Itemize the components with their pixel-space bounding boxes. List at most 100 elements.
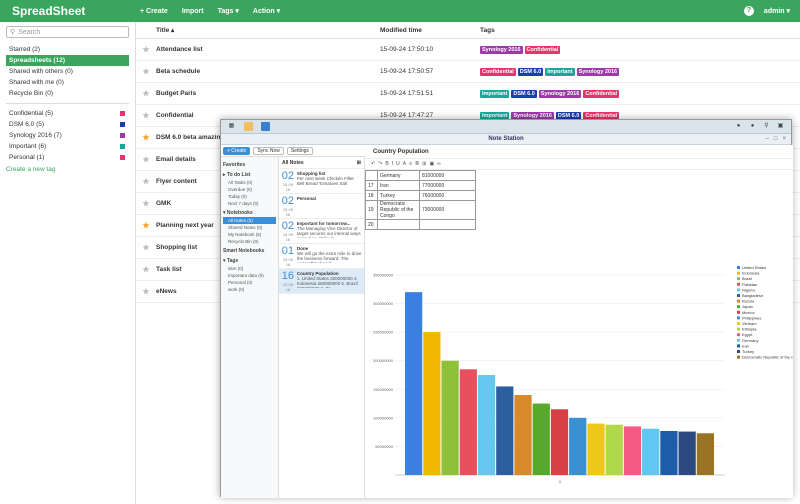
settings-button[interactable]: Settings	[286, 146, 313, 155]
star-icon[interactable]: ★	[142, 199, 150, 208]
legend-entry: Ethiopia	[742, 327, 757, 332]
todo-heading[interactable]: ▸ To do List	[223, 172, 251, 178]
notebook-nav-item[interactable]: dsm (0)	[228, 266, 244, 271]
sort-icon[interactable]: ⊞	[356, 160, 361, 166]
bold-icon[interactable]: B	[385, 161, 389, 167]
user-menu[interactable]: admin ▾	[763, 8, 790, 15]
favorites-heading: Favorites	[223, 162, 246, 168]
tag-label: Synology 2016 (7)	[9, 132, 62, 139]
modified-column-header[interactable]: Modified time	[380, 26, 422, 34]
notebooks-heading[interactable]: ▾ Notebooks	[223, 210, 253, 216]
sidebar-tag-item[interactable]: DSM 6.0 (5)	[6, 119, 129, 130]
sync-button[interactable]: Sync Now	[253, 146, 284, 155]
font-color-icon[interactable]: A	[402, 161, 407, 167]
star-icon[interactable]: ★	[142, 45, 150, 54]
notebook-nav-item[interactable]: All Tasks (0)	[228, 180, 253, 185]
sidebar-item[interactable]: Spreadsheets (12)	[6, 55, 129, 66]
table-row[interactable]: ★ Attendance list 15-09-24 17:50:10 Synolog…	[136, 39, 800, 61]
star-icon[interactable]: ★	[142, 155, 150, 164]
star-icon[interactable]: ★	[142, 133, 150, 142]
note-month: 15 09 16	[282, 207, 293, 217]
bar	[405, 292, 423, 475]
create-tag-link[interactable]: Create a new tag	[6, 166, 56, 173]
minimize-icon[interactable]: –	[765, 136, 769, 142]
notebook-nav-item[interactable]: Personal (0)	[228, 280, 253, 285]
tags-heading[interactable]: ▾ Tags	[223, 258, 239, 264]
user-icon[interactable]: ●	[750, 123, 755, 129]
note-item[interactable]: 02 15 09 16 Important for tomorrow... The M…	[279, 219, 364, 244]
note-item[interactable]: 01 15 09 16 Done We will go the extra mile …	[279, 244, 364, 269]
table-icon[interactable]: ⊞	[422, 161, 427, 167]
notebook-nav-item[interactable]: Important data (0)	[228, 273, 264, 278]
tag-badge: Synology 2016	[480, 45, 523, 54]
widget-icon[interactable]: ▣	[777, 123, 784, 129]
star-icon[interactable]: ★	[142, 177, 150, 186]
table-row[interactable]: ★ Budget Paris 15-09-24 17:51:51 Important D…	[136, 83, 800, 105]
search-icon[interactable]: ⚲	[764, 123, 769, 129]
table-row[interactable]: ★ Beta schedule 15-09-24 17:50:57 Confident…	[136, 61, 800, 83]
star-icon[interactable]: ★	[142, 221, 150, 230]
action-menu[interactable]: Action ▾	[252, 8, 281, 15]
italic-icon[interactable]: I	[391, 161, 394, 167]
create-button[interactable]: + Create	[140, 7, 168, 15]
row-tags: Synology 2016 Confidential	[480, 45, 561, 54]
import-button[interactable]: Import	[181, 7, 204, 15]
image-icon[interactable]: ▣	[429, 161, 435, 167]
sidebar-tag-item[interactable]: Important (6)	[6, 141, 129, 152]
notebook-nav-item[interactable]: My Notebook (5)	[228, 232, 262, 237]
link-icon[interactable]: ∞	[437, 161, 441, 167]
help-icon[interactable]: ?	[743, 6, 754, 16]
note-station-window: ▦ ● ● ⚲ ▣ Note Station – □ × + Create Sy…	[220, 119, 793, 498]
notebook-nav-item[interactable]: Overdue (0)	[228, 187, 253, 192]
redo-icon[interactable]: ↷	[378, 161, 383, 167]
align-icon[interactable]: ≣	[415, 161, 420, 167]
star-icon[interactable]: ★	[142, 67, 150, 76]
note-item[interactable]: 02 15 09 16 Personal	[279, 194, 364, 219]
close-icon[interactable]: ×	[782, 136, 786, 142]
star-icon[interactable]: ★	[142, 243, 150, 252]
note-editor: Country Population ↶ ↷ B I U A ≡ ≣ ⊞ ▣ ∞…	[365, 145, 793, 498]
tags-column-header: Tags	[480, 26, 495, 34]
notebook-nav-item[interactable]: work (0)	[228, 287, 245, 292]
note-item[interactable]: 16 15 09 16 Country Population 1. United St…	[279, 269, 364, 294]
chat-icon[interactable]: ●	[736, 123, 741, 129]
notebook-nav-item[interactable]: Recycle Bin (0)	[228, 239, 259, 244]
notebook-nav-item[interactable]: Shared Notes (0)	[228, 225, 263, 230]
spreadsheet-app-icon[interactable]	[244, 122, 253, 131]
notebook-nav-item[interactable]: Today (0)	[228, 194, 247, 199]
legend-entry: Brazil	[742, 276, 752, 281]
sidebar-tag-item[interactable]: Personal (1)	[6, 152, 129, 163]
sidebar-item[interactable]: Shared with me (0)	[9, 79, 64, 86]
title-column-header[interactable]: Title ▴	[156, 27, 175, 34]
note-text: Country Population 1. United States 32000…	[297, 271, 362, 291]
legend-swatch	[737, 277, 740, 281]
star-icon[interactable]: ★	[142, 89, 150, 98]
star-icon[interactable]: ★	[142, 111, 150, 120]
note-create-button[interactable]: + Create	[223, 146, 251, 155]
sidebar-item[interactable]: Shared with others (0)	[9, 68, 73, 75]
legend-entry: Egypt	[742, 332, 753, 337]
tags-menu[interactable]: Tags ▾	[217, 8, 239, 15]
bar	[569, 417, 587, 475]
star-icon[interactable]: ★	[142, 287, 150, 296]
sidebar-item[interactable]: Recycle Bin (0)	[9, 90, 54, 97]
grid-icon[interactable]: ▦	[228, 123, 235, 129]
table-header: Title ▴ Modified time Tags	[136, 22, 800, 39]
sidebar-tag-item[interactable]: Confidential (5)	[6, 108, 129, 119]
notebook-nav-item[interactable]: All Notes (5)	[223, 217, 276, 224]
star-icon[interactable]: ★	[142, 265, 150, 274]
sidebar-tag-item[interactable]: Synology 2016 (7)	[6, 130, 129, 141]
sidebar-item[interactable]: Starred (2)	[9, 46, 41, 53]
bar	[550, 409, 569, 475]
smart-notebooks-heading[interactable]: Smart Notebooks	[223, 248, 265, 254]
underline-icon[interactable]: U	[396, 161, 400, 167]
notebook-nav-item[interactable]: Next 7 days (0)	[228, 201, 259, 206]
undo-icon[interactable]: ↶	[371, 161, 376, 167]
list-icon[interactable]: ≡	[409, 161, 413, 167]
note-title[interactable]: Country Population	[365, 145, 793, 159]
note-item[interactable]: 02 15 09 16 Shopping list Per next week Chi…	[279, 169, 364, 194]
note-station-app-icon[interactable]	[261, 122, 270, 131]
maximize-icon[interactable]: □	[773, 136, 778, 142]
search-input[interactable]: ⚲ Search	[6, 26, 129, 38]
table-cell: 81000000	[419, 170, 476, 181]
